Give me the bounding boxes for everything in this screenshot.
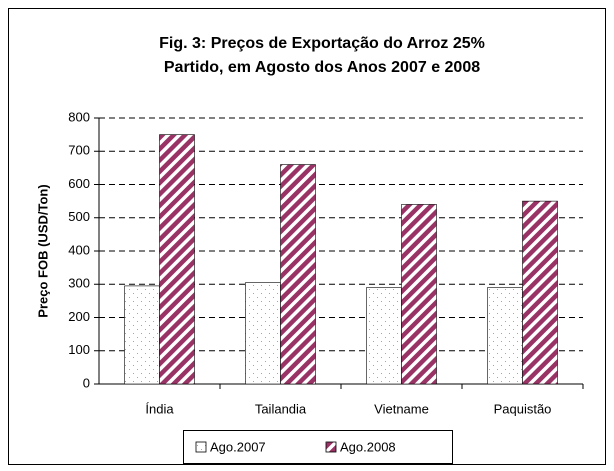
legend-box: [183, 430, 453, 464]
bar: [487, 287, 523, 385]
bar: [366, 287, 402, 385]
bar: [522, 200, 558, 385]
y-tick-label: 400: [68, 242, 90, 257]
y-tick-label: 500: [68, 209, 90, 224]
x-tick-label: Tailandia: [255, 401, 307, 416]
legend-swatch: [195, 441, 207, 453]
y-tick-label: 300: [68, 276, 90, 291]
bar: [159, 134, 195, 385]
x-tick-label: Paquistão: [494, 401, 552, 416]
legend-label: Ago.2008: [340, 439, 396, 454]
bar: [280, 164, 316, 385]
y-tick-label: 800: [68, 109, 90, 124]
y-tick-label: 700: [68, 143, 90, 158]
y-axis-label: Preço FOB (USD/Ton): [35, 184, 50, 317]
bar: [401, 204, 437, 385]
x-tick-label: Vietname: [374, 401, 429, 416]
chart-subtitle: Partido, em Agosto dos Anos 2007 e 2008: [164, 59, 480, 76]
bar: [124, 285, 160, 385]
y-tick-label: 100: [68, 342, 90, 357]
chart-title: Fig. 3: Preços de Exportação do Arroz 25…: [159, 35, 485, 52]
y-tick-label: 0: [83, 375, 90, 390]
legend-swatch: [325, 441, 337, 453]
y-tick-label: 600: [68, 176, 90, 191]
x-tick-label: Índia: [145, 401, 174, 416]
y-tick-label: 200: [68, 309, 90, 324]
bar: [245, 282, 281, 385]
legend-label: Ago.2007: [210, 439, 266, 454]
